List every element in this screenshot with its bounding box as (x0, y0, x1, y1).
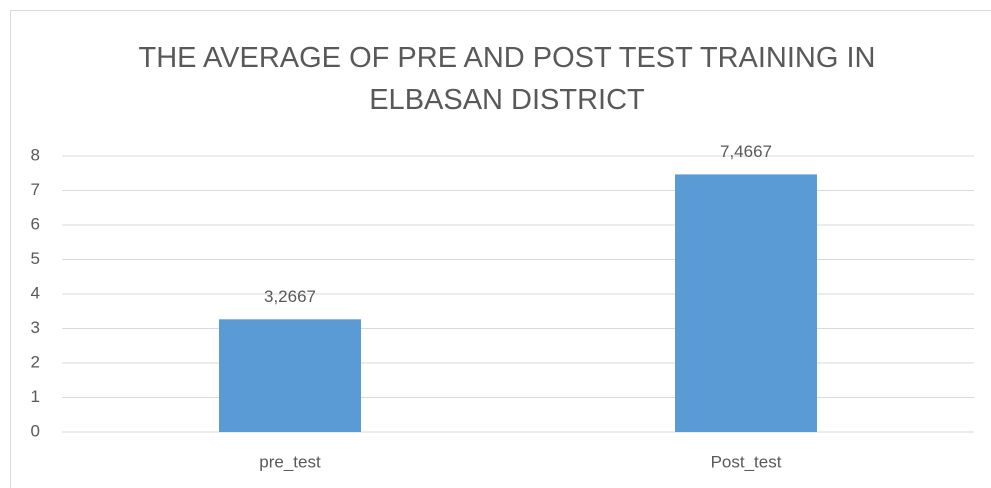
chart-title-line: THE AVERAGE OF PRE AND POST TEST TRAININ… (139, 42, 876, 74)
y-tick-label: 4 (31, 283, 40, 302)
bar (675, 174, 817, 432)
bar (219, 319, 361, 432)
x-tick-label: pre_test (259, 452, 321, 471)
chart-title: THE AVERAGE OF PRE AND POST TEST TRAININ… (139, 42, 876, 116)
y-tick-label: 7 (31, 180, 40, 199)
chart-title-line: ELBASAN DISTRICT (369, 84, 645, 116)
y-tick-label: 1 (31, 387, 40, 406)
y-tick-label: 0 (31, 421, 40, 440)
x-tick-label: Post_test (711, 452, 782, 471)
y-tick-label: 3 (31, 318, 40, 337)
data-label: 3,2667 (264, 287, 316, 306)
chart-frame (10, 10, 991, 488)
y-tick-label: 2 (31, 352, 40, 371)
y-tick-label: 8 (31, 145, 40, 164)
data-label: 7,4667 (720, 142, 772, 161)
y-tick-label: 6 (31, 214, 40, 233)
y-tick-label: 5 (31, 249, 40, 268)
